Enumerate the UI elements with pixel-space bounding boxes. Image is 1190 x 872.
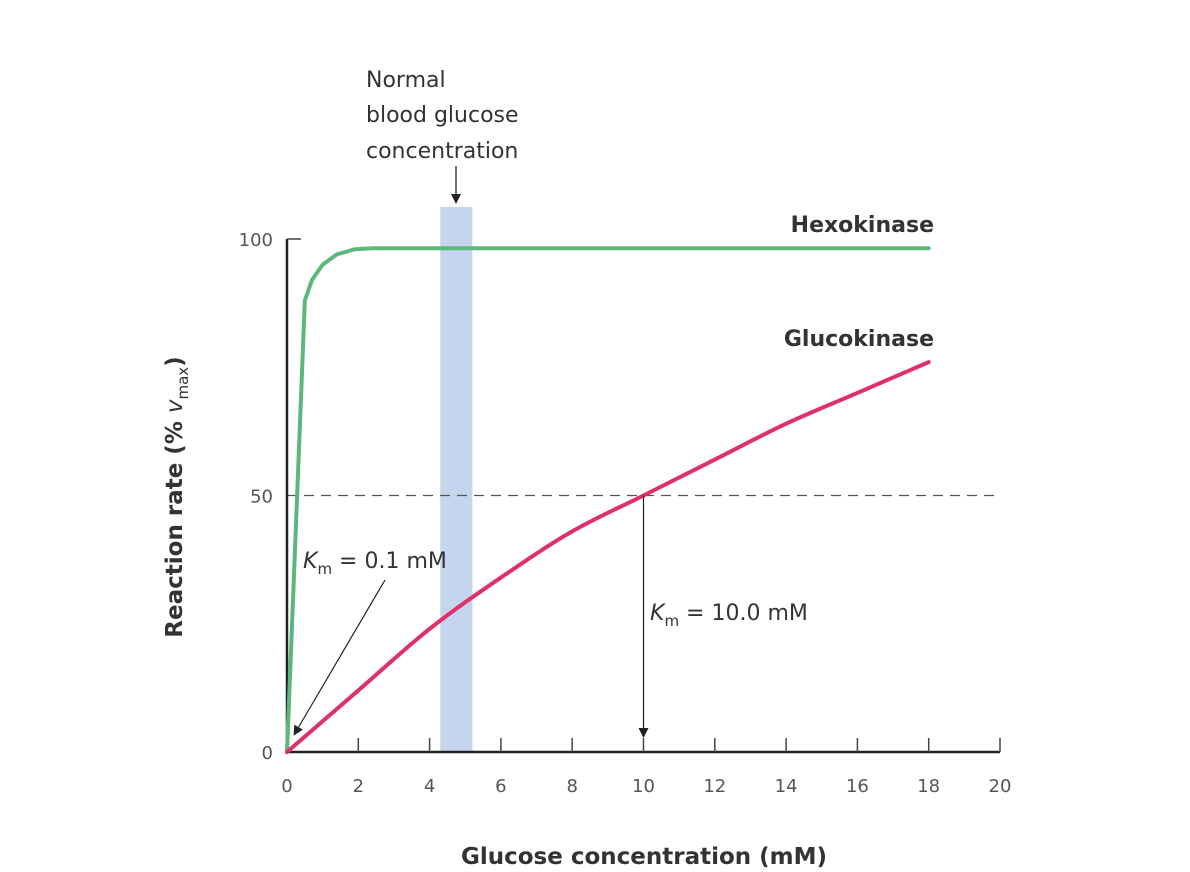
km-hexokinase-arrow [293,579,386,736]
x-axis-title: Glucose concentration (mM) [461,844,827,870]
km-hexokinase-label: Km = 0.1 mM [303,549,447,578]
km-glucokinase-label: Km = 10.0 mM [650,601,808,630]
y-tick-label: 0 [262,743,273,764]
y-tick-label: 50 [250,487,273,508]
x-tick-label: 4 [424,776,435,797]
band-label-line-1: Normal [366,68,446,93]
y-axis-title: Reaction rate (% vmax) [162,356,192,637]
x-tick-label: 8 [566,776,577,797]
y-tick-label: 100 [239,230,273,251]
x-tick-label: 10 [632,776,655,797]
series-label-glucokinase: Glucokinase [784,327,934,352]
series-line-glucokinase [285,360,931,754]
series-label-hexokinase: Hexokinase [791,213,934,238]
x-tick-label: 12 [703,776,726,797]
series-line-hexokinase [285,246,931,754]
normal-glucose-band [440,207,473,752]
x-tick-label: 20 [989,776,1012,797]
x-tick-label: 16 [846,776,869,797]
x-tick-label: 2 [353,776,364,797]
x-tick-label: 6 [495,776,506,797]
x-tick-label: 18 [917,776,940,797]
band-label-line-2: blood glucose [366,103,519,128]
band-label-line-3: concentration [366,139,518,164]
x-tick-label: 14 [775,776,798,797]
x-tick-label: 0 [281,776,292,797]
